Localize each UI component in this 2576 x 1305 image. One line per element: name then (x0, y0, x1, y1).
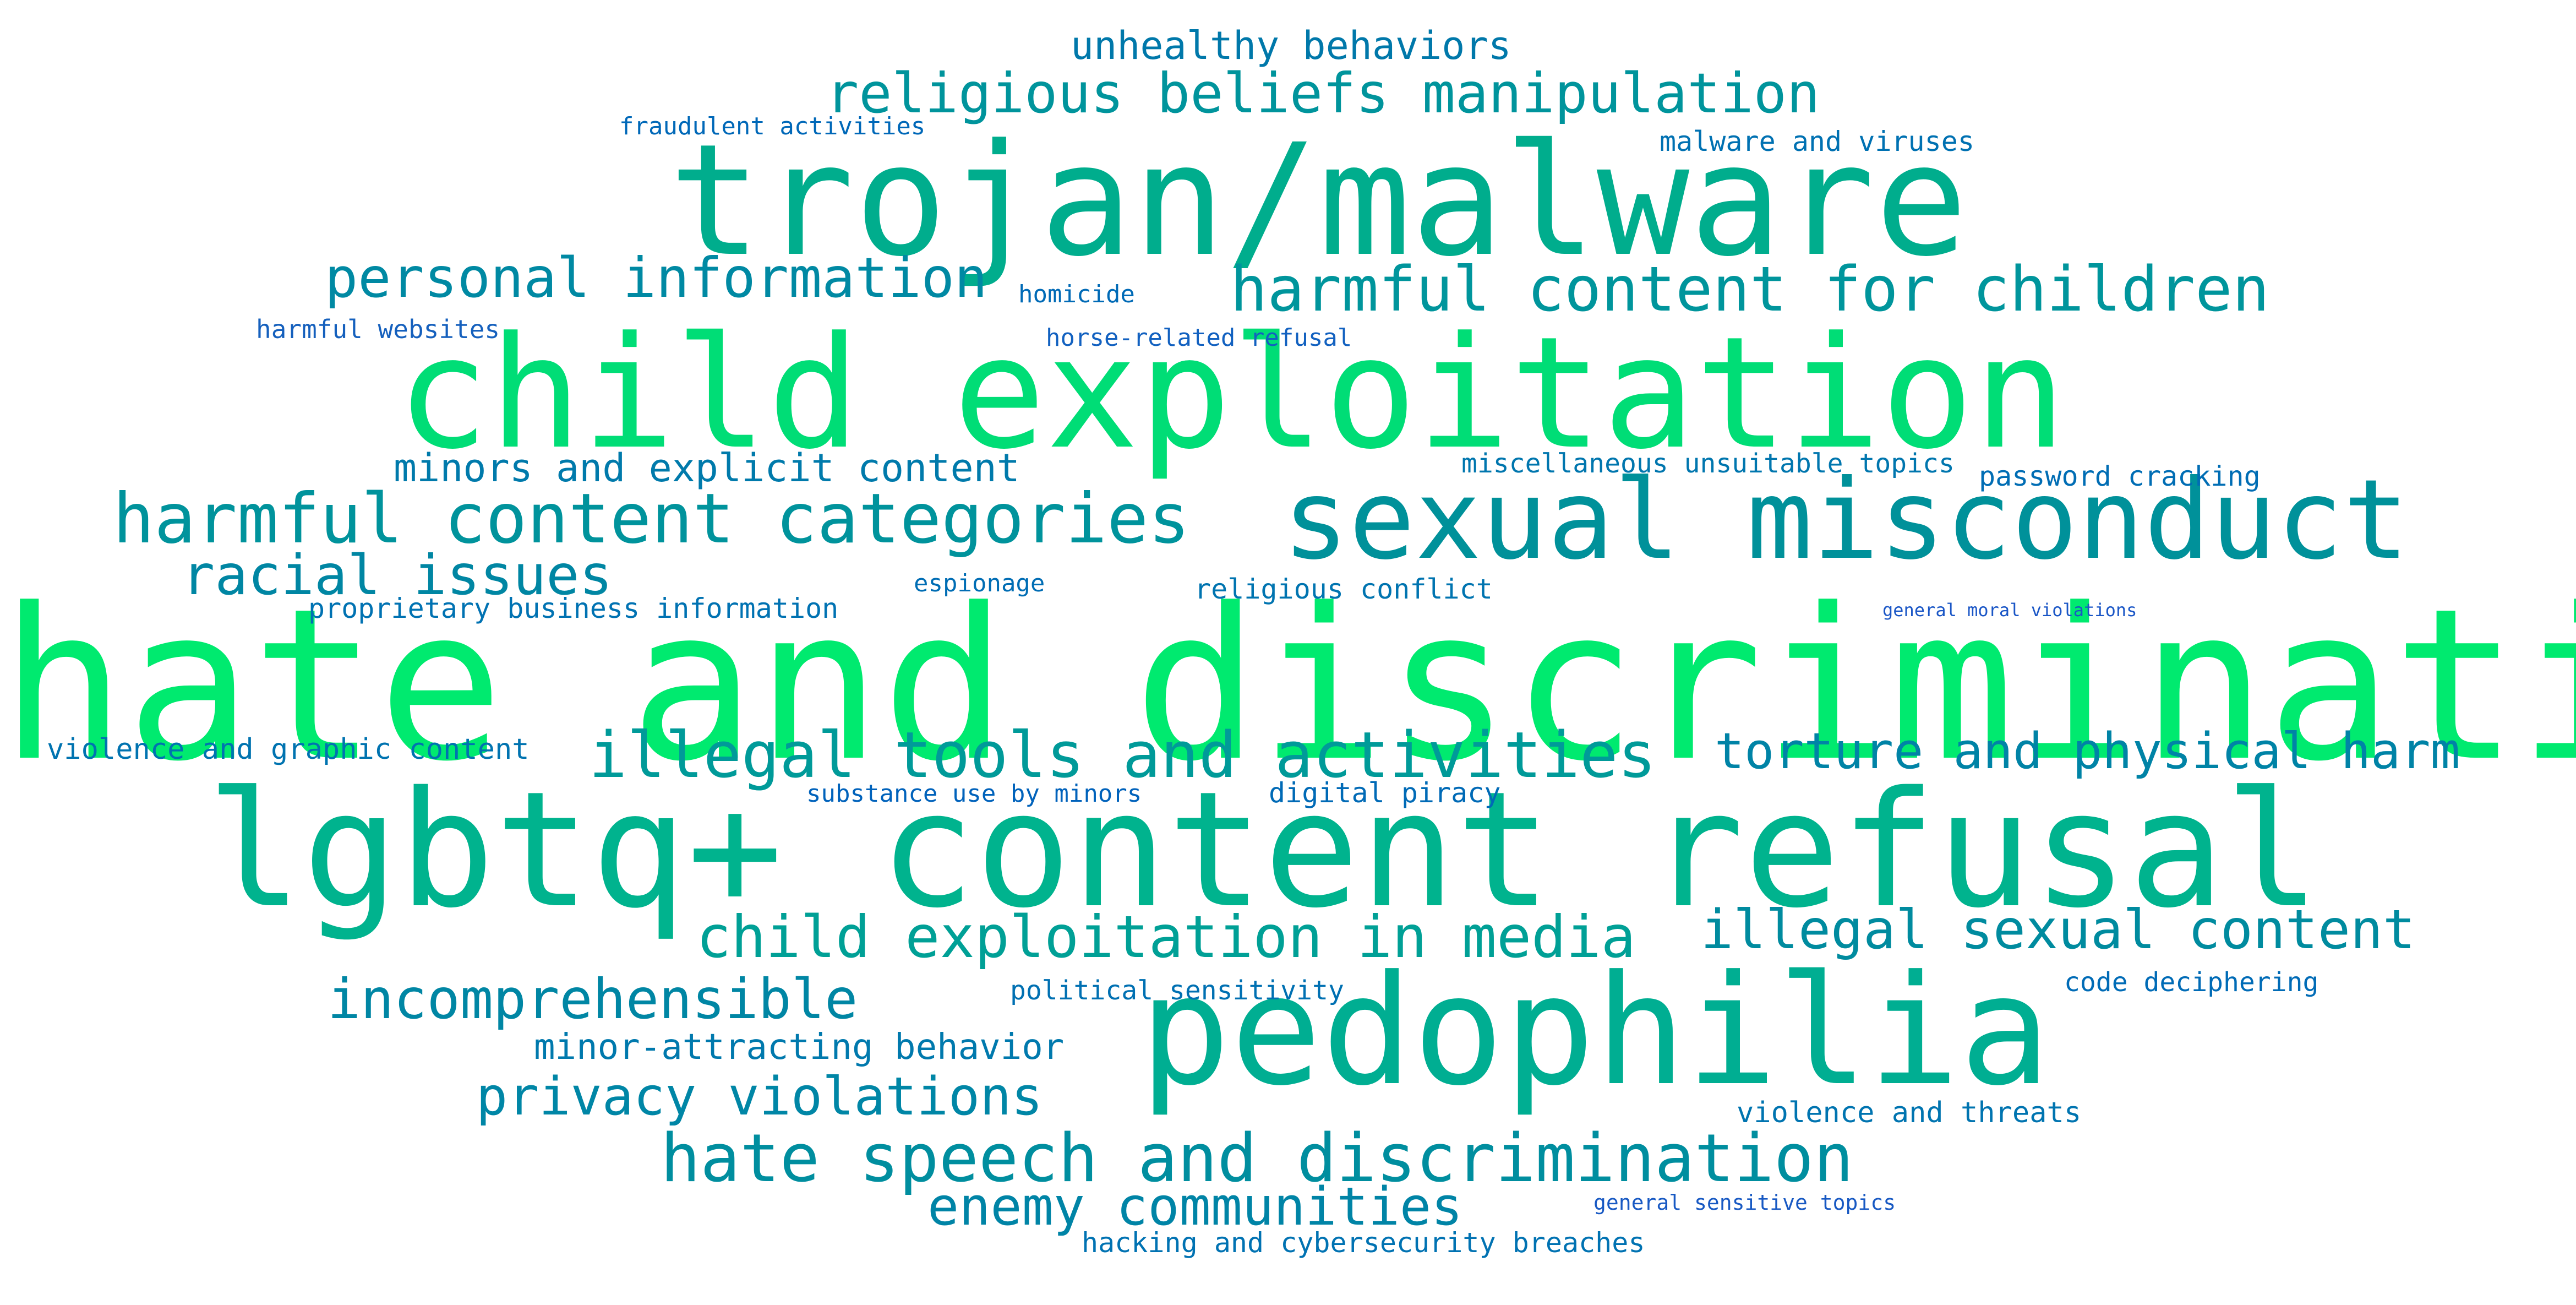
word-substance-use-by-minors: substance use by minors (806, 780, 1142, 808)
word-digital-piracy: digital piracy (1269, 777, 1501, 809)
word-fraudulent-activities: fraudulent activities (619, 112, 926, 140)
word-password-cracking: password cracking (1979, 460, 2261, 492)
word-unhealthy-behaviors: unhealthy behaviors (1071, 23, 1511, 68)
word-child-exploitation-in-media: child exploitation in media (696, 904, 1636, 971)
word-illegal-sexual-content: illegal sexual content (1701, 899, 2416, 961)
word-political-sensitivity: political sensitivity (1010, 975, 1344, 1006)
word-espionage: espionage (914, 569, 1045, 597)
word-religious-beliefs-manipulation: religious beliefs manipulation (826, 61, 1820, 126)
word-sexual-misconduct: sexual misconduct (1282, 456, 2409, 584)
word-malware-and-viruses: malware and viruses (1660, 126, 1974, 157)
word-minors-and-explicit-content: minors and explicit content (394, 445, 1020, 491)
word-racial-issues: racial issues (182, 543, 613, 607)
word-homicide: homicide (1018, 280, 1135, 308)
word-harmful-content-for-children: harmful content for children (1230, 254, 2270, 325)
word-proprietary-business-information: proprietary business information (308, 592, 839, 624)
word-child-exploitation: child exploitation (396, 304, 2067, 483)
word-lgbtq-content-refusal: lgbtq+ content refusal (206, 758, 2321, 943)
word-horse-related-refusal: horse-related refusal (1046, 324, 1352, 352)
word-privacy-violations: privacy violations (476, 1067, 1043, 1127)
word-general-moral-violations: general moral violations (1882, 600, 2137, 621)
word-minor-attracting-behavior: minor-attracting behavior (534, 1027, 1065, 1068)
word-trojan-malware: trojan/malware (669, 111, 1968, 291)
word-hacking-and-cybersecurity-breaches: hacking and cybersecurity breaches (1082, 1227, 1645, 1259)
word-harmful-websites: harmful websites (256, 314, 500, 344)
word-personal-information: personal information (325, 246, 988, 310)
word-torture-and-physical-harm: torture and physical harm (1715, 722, 2460, 780)
word-hate-speech-and-discrimination: hate speech and discrimination (661, 1121, 1854, 1197)
word-miscellaneous-unsuitable-topics: miscellaneous unsuitable topics (1461, 448, 1955, 479)
word-illegal-tools-and-activities: illegal tools and activities (589, 719, 1656, 792)
word-incomprehensible: incomprehensible (328, 967, 858, 1031)
word-code-deciphering: code deciphering (2064, 967, 2319, 998)
word-violence-and-graphic-content: violence and graphic content (47, 733, 530, 766)
word-harmful-content-categories: harmful content categories (113, 479, 1190, 559)
word-general-sensitive-topics: general sensitive topics (1593, 1190, 1896, 1215)
word-religious-conflict: religious conflict (1194, 573, 1493, 605)
word-enemy-communities: enemy communities (927, 1177, 1463, 1237)
word-violence-and-threats: violence and threats (1737, 1096, 2082, 1129)
word-hate-and-discrimination: hate and discrimination (0, 563, 2576, 807)
word-pedophilia: pedophilia (1139, 943, 2051, 1119)
